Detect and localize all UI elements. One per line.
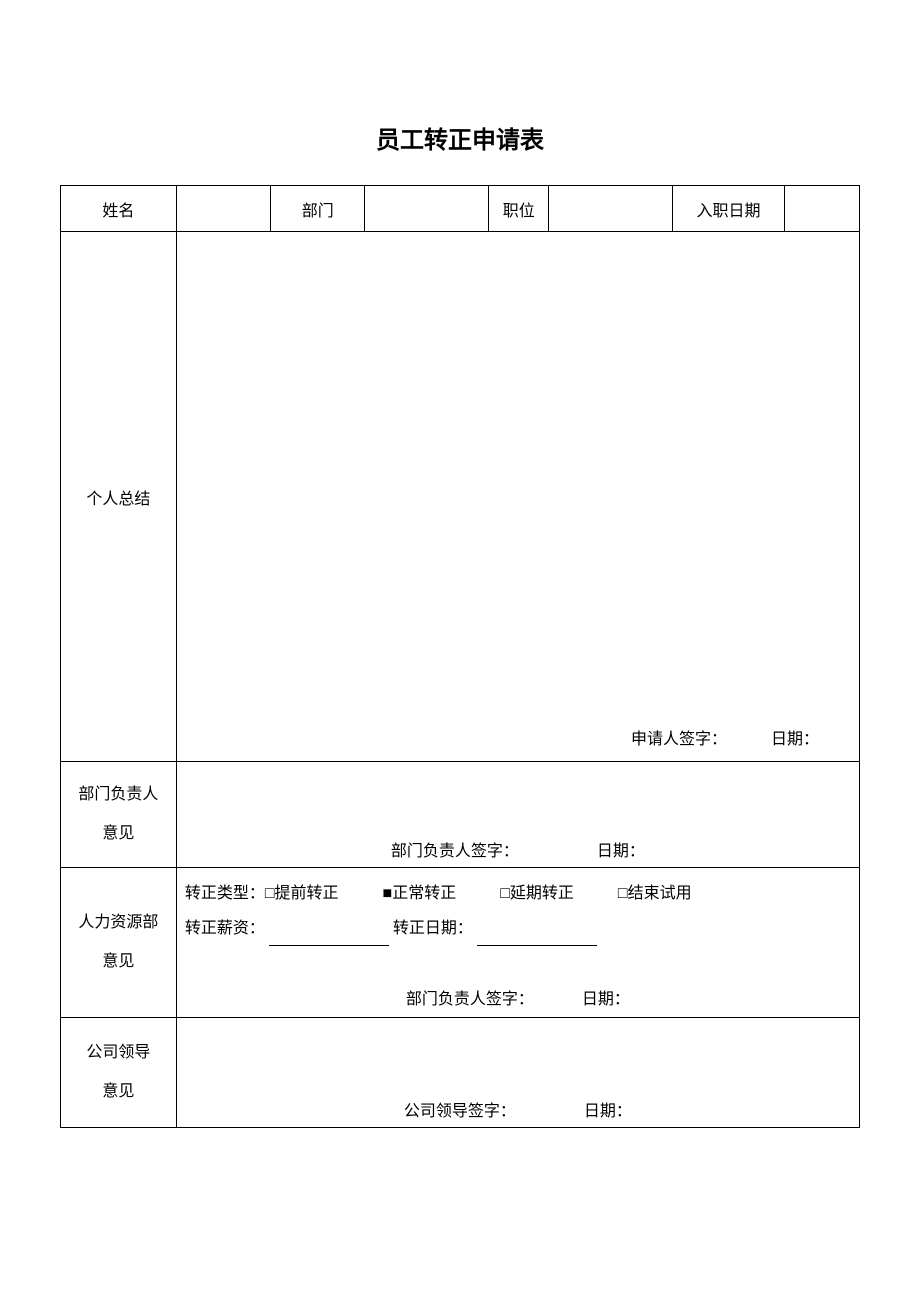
hr-sign-label: 部门负责人签字： xyxy=(406,991,534,1008)
leader-opinion-label-line2: 意见 xyxy=(61,1073,176,1111)
dept-opinion-label-line1: 部门负责人 xyxy=(61,776,176,814)
position-value[interactable] xyxy=(549,186,673,232)
hr-opinion-label-line2: 意见 xyxy=(61,943,176,981)
hr-opinion-row: 人力资源部 意见 转正类型：□提前转正 ■正常转正 □延期转正 □结束试用 转正… xyxy=(61,868,860,1018)
name-label: 姓名 xyxy=(61,186,177,232)
dept-date-label: 日期： xyxy=(597,843,645,860)
dept-label: 部门 xyxy=(271,186,365,232)
hr-date-label: 日期： xyxy=(582,991,630,1008)
summary-content-cell[interactable]: 申请人签字： 日期： xyxy=(176,232,859,762)
leader-opinion-content-cell[interactable]: 公司领导签字： 日期： xyxy=(176,1018,859,1128)
dept-sign-line: 部门负责人签字： 日期： xyxy=(177,837,859,861)
hr-date-field-label: 转正日期： xyxy=(393,920,473,937)
name-value[interactable] xyxy=(176,186,270,232)
applicant-sign-line: 申请人签字： 日期： xyxy=(631,725,819,749)
checkbox-option4-icon[interactable]: □ xyxy=(618,876,628,911)
dept-opinion-row: 部门负责人 意见 部门负责人签字： 日期： xyxy=(61,762,860,868)
summary-row: 个人总结 申请人签字： 日期： xyxy=(61,232,860,762)
hr-option2: 正常转正 xyxy=(392,885,456,902)
hr-salary-label: 转正薪资： xyxy=(185,920,265,937)
leader-opinion-row: 公司领导 意见 公司领导签字： 日期： xyxy=(61,1018,860,1128)
position-label: 职位 xyxy=(489,186,549,232)
hr-type-label: 转正类型： xyxy=(185,885,265,902)
hr-salary-line: 转正薪资： 转正日期： xyxy=(181,911,855,946)
leader-opinion-label: 公司领导 意见 xyxy=(61,1018,177,1128)
hr-opinion-label-line1: 人力资源部 xyxy=(61,904,176,942)
applicant-date-label: 日期： xyxy=(771,731,819,748)
hr-option4: 结束试用 xyxy=(628,885,692,902)
hr-type-line: 转正类型：□提前转正 ■正常转正 □延期转正 □结束试用 xyxy=(181,876,855,911)
dept-opinion-content-cell[interactable]: 部门负责人签字： 日期： xyxy=(176,762,859,868)
dept-value[interactable] xyxy=(365,186,489,232)
dept-opinion-label: 部门负责人 意见 xyxy=(61,762,177,868)
application-form-table: 姓名 部门 职位 入职日期 个人总结 申请人签字： 日期： 部门负责人 意见 xyxy=(60,185,860,1128)
hr-sign-line: 部门负责人签字： 日期： xyxy=(177,985,859,1009)
hr-opinion-label: 人力资源部 意见 xyxy=(61,868,177,1018)
hr-option3: 延期转正 xyxy=(510,885,574,902)
leader-date-label: 日期： xyxy=(584,1103,632,1120)
leader-sign-label: 公司领导签字： xyxy=(404,1103,516,1120)
hr-date-input[interactable] xyxy=(477,930,597,946)
applicant-sign-label: 申请人签字： xyxy=(631,731,727,748)
leader-opinion-label-line1: 公司领导 xyxy=(61,1034,176,1072)
hr-option1: 提前转正 xyxy=(275,885,339,902)
hr-opinion-content-cell[interactable]: 转正类型：□提前转正 ■正常转正 □延期转正 □结束试用 转正薪资： 转正日期：… xyxy=(176,868,859,1018)
entry-date-value[interactable] xyxy=(784,186,859,232)
hr-salary-input[interactable] xyxy=(269,930,389,946)
summary-label: 个人总结 xyxy=(61,232,177,762)
checkbox-option2-icon[interactable]: ■ xyxy=(383,876,393,911)
leader-sign-line: 公司领导签字： 日期： xyxy=(177,1097,859,1121)
checkbox-option3-icon[interactable]: □ xyxy=(500,876,510,911)
entry-date-label: 入职日期 xyxy=(673,186,785,232)
dept-opinion-label-line2: 意见 xyxy=(61,815,176,853)
checkbox-option1-icon[interactable]: □ xyxy=(265,876,275,911)
dept-sign-label: 部门负责人签字： xyxy=(391,843,519,860)
form-title: 员工转正申请表 xyxy=(60,120,860,155)
header-row: 姓名 部门 职位 入职日期 xyxy=(61,186,860,232)
